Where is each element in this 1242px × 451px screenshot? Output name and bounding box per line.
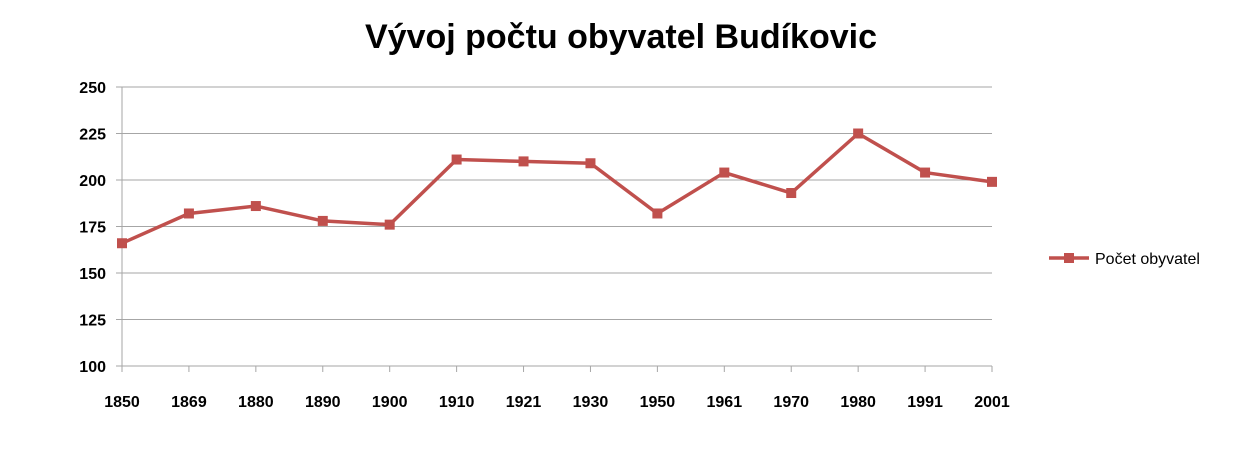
y-tick-label: 125 — [79, 313, 106, 330]
x-tick-label: 1900 — [372, 394, 408, 411]
x-tick-label: 1910 — [439, 394, 475, 411]
data-point-marker — [317, 215, 328, 226]
data-point-marker — [117, 238, 127, 249]
series-layer — [117, 128, 997, 249]
y-tick-label: 200 — [79, 173, 106, 190]
chart-title: Vývoj počtu obyvatel Budíkovic — [364, 18, 877, 56]
data-point-marker — [384, 219, 395, 230]
x-tick-label: 1880 — [238, 394, 274, 411]
x-tick-label: 1930 — [573, 394, 609, 411]
x-tick-label: 1890 — [305, 394, 341, 411]
y-tick-label: 100 — [79, 359, 106, 376]
data-point-marker — [786, 188, 797, 199]
legend-marker — [1064, 253, 1074, 263]
data-point-marker — [853, 128, 864, 139]
series-line — [121, 131, 993, 245]
x-tick-label: 1950 — [640, 394, 676, 411]
data-point-marker — [987, 176, 997, 187]
y-axis-ticks: 100 125 150 175 200 225 250 — [79, 80, 122, 376]
x-tick-label: 1921 — [506, 394, 542, 411]
x-tick-label: 2001 — [974, 394, 1010, 411]
x-tick-label: 1869 — [171, 394, 207, 411]
x-tick-label: 1961 — [707, 394, 743, 411]
data-point-marker — [719, 167, 730, 178]
data-point-marker — [518, 156, 529, 167]
x-tick-label: 1991 — [907, 394, 943, 411]
data-point-marker — [585, 158, 596, 169]
x-tick-label: 1850 — [104, 394, 140, 411]
y-tick-label: 175 — [79, 220, 106, 237]
x-tick-label: 1980 — [840, 394, 876, 411]
y-tick-label: 150 — [79, 266, 106, 283]
data-point-marker — [451, 154, 462, 165]
data-point-marker — [652, 208, 663, 219]
legend: Počet obyvatel — [1049, 251, 1200, 268]
data-point-marker — [183, 208, 194, 219]
x-tick-label: 1970 — [773, 394, 809, 411]
y-tick-label: 225 — [79, 127, 106, 144]
legend-label: Počet obyvatel — [1095, 251, 1200, 268]
data-point-marker — [250, 201, 261, 212]
data-point-marker — [920, 167, 931, 178]
x-axis-ticks: 1850 1869 1880 1890 1900 1910 1921 1930 1950 1961… — [104, 366, 1010, 411]
y-tick-label: 250 — [79, 80, 106, 97]
